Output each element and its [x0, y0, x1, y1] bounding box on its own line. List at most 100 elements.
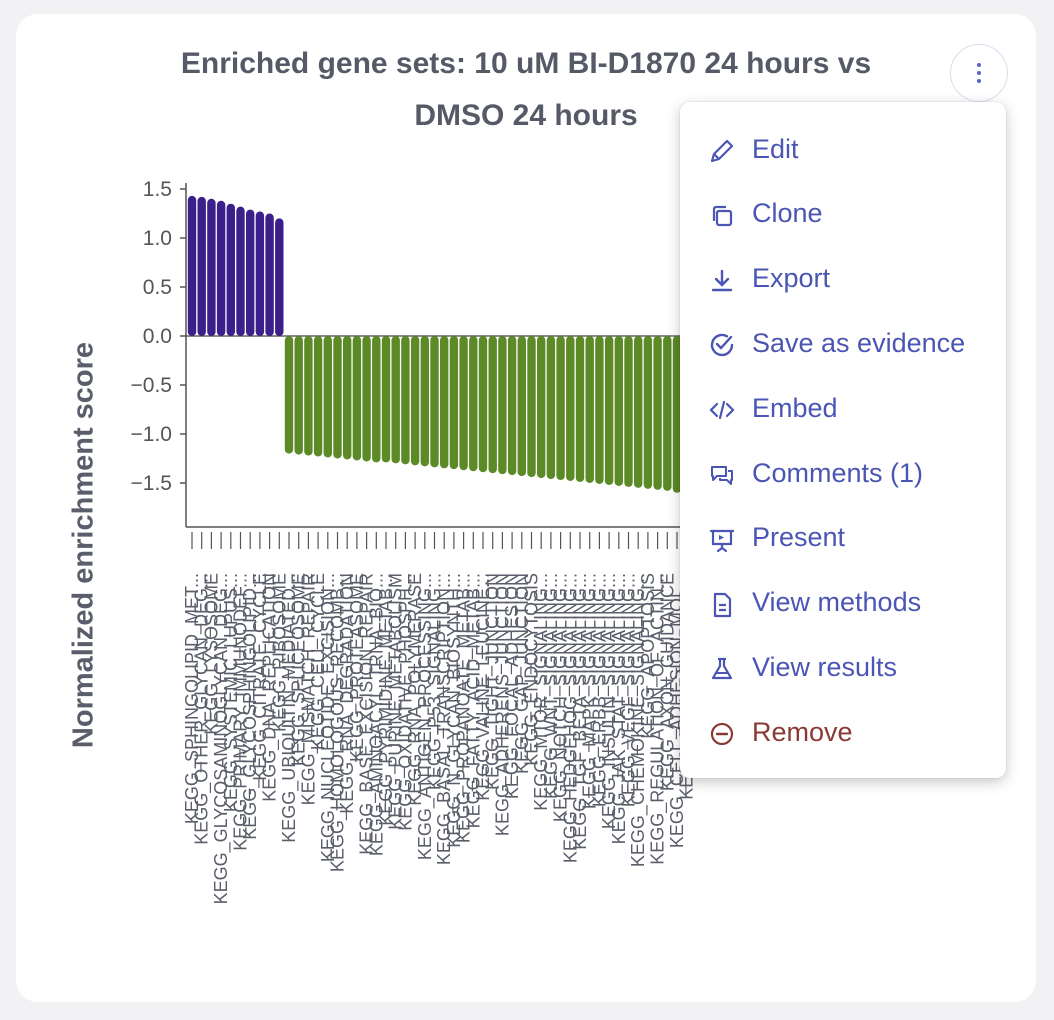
- x-tick-label: KEGG_CHEMOKINE_SIGNALING...: [628, 573, 649, 867]
- bar[interactable]: [537, 336, 546, 479]
- bar[interactable]: [430, 336, 439, 468]
- y-tick-label: 1.0: [143, 227, 172, 250]
- x-tick-label: KEGG_BASAL_TRANSCRIPTION...: [434, 573, 455, 865]
- x-tick-label: KEGG_PURINE_METABOLISM: [386, 573, 407, 830]
- bar[interactable]: [207, 198, 216, 336]
- x-tick-label: KEGG_CITRATE_CYCLE: [250, 573, 271, 781]
- menu-item-comments-1[interactable]: Comments (1): [680, 443, 1006, 503]
- x-tick-label: KEGG_GLYCOSPHINGOLIPID...: [240, 573, 261, 840]
- menu-item-embed[interactable]: Embed: [680, 378, 1006, 438]
- bar[interactable]: [575, 336, 585, 483]
- bar[interactable]: [304, 336, 313, 456]
- bar[interactable]: [284, 336, 294, 454]
- bar[interactable]: [624, 336, 633, 487]
- bar[interactable]: [420, 336, 429, 467]
- bar[interactable]: [236, 206, 245, 336]
- chart-title-line-1: Enriched gene sets: 10 uM BI-D1870 24 ho…: [180, 47, 872, 80]
- menu-item-save-as-evidence[interactable]: Save as evidence: [680, 313, 1006, 373]
- minus-circle-icon: [708, 720, 736, 748]
- x-tick-label: KEGG_BASE_EXCISION_REPAIR: [357, 573, 378, 855]
- x-tick-label: KEGG_WNT_SIGNALING...: [541, 573, 562, 799]
- bar[interactable]: [672, 336, 682, 493]
- copy-icon: [708, 202, 736, 230]
- bar[interactable]: [440, 336, 449, 469]
- bar[interactable]: [653, 336, 662, 490]
- bar[interactable]: [643, 336, 653, 489]
- bar[interactable]: [246, 209, 255, 336]
- bar[interactable]: [362, 336, 371, 462]
- bar[interactable]: [226, 203, 235, 336]
- bar[interactable]: [478, 336, 488, 473]
- bar[interactable]: [566, 336, 575, 482]
- x-tick-label: KEGG_UBIQUITIN_MEDIATED...: [279, 573, 300, 843]
- bar[interactable]: [634, 336, 643, 488]
- bar[interactable]: [381, 336, 391, 463]
- bar[interactable]: [556, 336, 565, 481]
- x-tick-label: KEGG_DNA_REPLICATION: [260, 573, 281, 802]
- bar[interactable]: [469, 336, 478, 472]
- bar[interactable]: [663, 336, 672, 491]
- x-tick-label: KEGG_VEGF_SIGNALING...: [619, 573, 640, 807]
- bar[interactable]: [187, 195, 197, 336]
- check-circle-icon: [708, 331, 736, 359]
- bar[interactable]: [352, 336, 362, 461]
- bar[interactable]: [410, 336, 420, 466]
- x-tick-label: KEGG_OTHER_GLYCAN_DEG...: [192, 573, 213, 845]
- chart-title: Enriched gene sets: 10 uM BI-D1870 24 ho…: [150, 38, 902, 142]
- x-tick-label: KEGG_TIGHT_JUNCTION: [483, 573, 504, 790]
- bar[interactable]: [507, 336, 517, 476]
- x-tick-label: KEGG_MAPK_SIGNALING...: [580, 573, 601, 809]
- menu-item-present[interactable]: Present: [680, 508, 1006, 568]
- menu-item-label: Present: [752, 522, 846, 553]
- bar[interactable]: [216, 200, 226, 336]
- x-tick-label: KEGG_PROPANOATE_METAB...: [454, 573, 475, 843]
- x-tick-label: KEGG_MTOR_SIGNALING...: [531, 573, 552, 811]
- menu-item-remove[interactable]: Remove: [680, 702, 1006, 762]
- flask-icon: [708, 655, 736, 683]
- options-menu: Edit Clone Export Save as evidence Embed Comm…: [680, 102, 1006, 778]
- menu-item-view-methods[interactable]: View methods: [680, 573, 1006, 633]
- bar[interactable]: [459, 336, 468, 471]
- bar[interactable]: [401, 336, 410, 465]
- bar[interactable]: [255, 211, 265, 336]
- y-tick-label: −1.0: [131, 423, 172, 446]
- bar[interactable]: [275, 218, 284, 336]
- bar[interactable]: [517, 336, 526, 477]
- menu-item-clone[interactable]: Clone: [680, 184, 1006, 244]
- menu-item-edit[interactable]: Edit: [680, 119, 1006, 179]
- pencil-icon: [708, 137, 736, 165]
- bar[interactable]: [449, 336, 459, 470]
- menu-item-label: Export: [752, 263, 831, 294]
- bar[interactable]: [488, 336, 497, 474]
- bar[interactable]: [585, 336, 594, 483]
- bar[interactable]: [546, 336, 556, 480]
- x-tick-label: KEGG_PRIMARY_IMMUNODEF...: [231, 573, 252, 851]
- y-tick-label: −0.5: [131, 374, 172, 397]
- bar[interactable]: [294, 336, 303, 455]
- more-options-button[interactable]: [950, 44, 1008, 102]
- menu-item-label: Embed: [752, 392, 838, 423]
- menu-item-view-results[interactable]: View results: [680, 637, 1006, 697]
- x-tick-label: KEGG_ENDOCYTOSIS: [522, 573, 543, 766]
- bar[interactable]: [313, 336, 323, 457]
- bar[interactable]: [197, 196, 206, 336]
- bar[interactable]: [333, 336, 342, 459]
- code-icon: [708, 396, 736, 424]
- bar[interactable]: [527, 336, 536, 478]
- x-tick-label: KEGG_PROTEASOME: [347, 573, 368, 762]
- x-tick-label: KEGG_SPLICEOSOME: [289, 573, 310, 766]
- bar[interactable]: [372, 336, 381, 463]
- bar[interactable]: [498, 336, 507, 475]
- bar[interactable]: [323, 336, 332, 458]
- bar[interactable]: [343, 336, 352, 460]
- x-tick-label: KEGG_SYSTEMIC_LUPUS...: [221, 573, 242, 812]
- x-tick-label: KEGG_AMINOACYL_TRNA_BIO...: [366, 573, 387, 856]
- bar[interactable]: [604, 336, 614, 485]
- bar[interactable]: [614, 336, 623, 486]
- bar[interactable]: [595, 336, 604, 484]
- menu-item-label: View results: [752, 651, 898, 682]
- document-icon: [708, 591, 736, 619]
- menu-item-export[interactable]: Export: [680, 249, 1006, 309]
- bar[interactable]: [265, 213, 274, 337]
- bar[interactable]: [391, 336, 400, 464]
